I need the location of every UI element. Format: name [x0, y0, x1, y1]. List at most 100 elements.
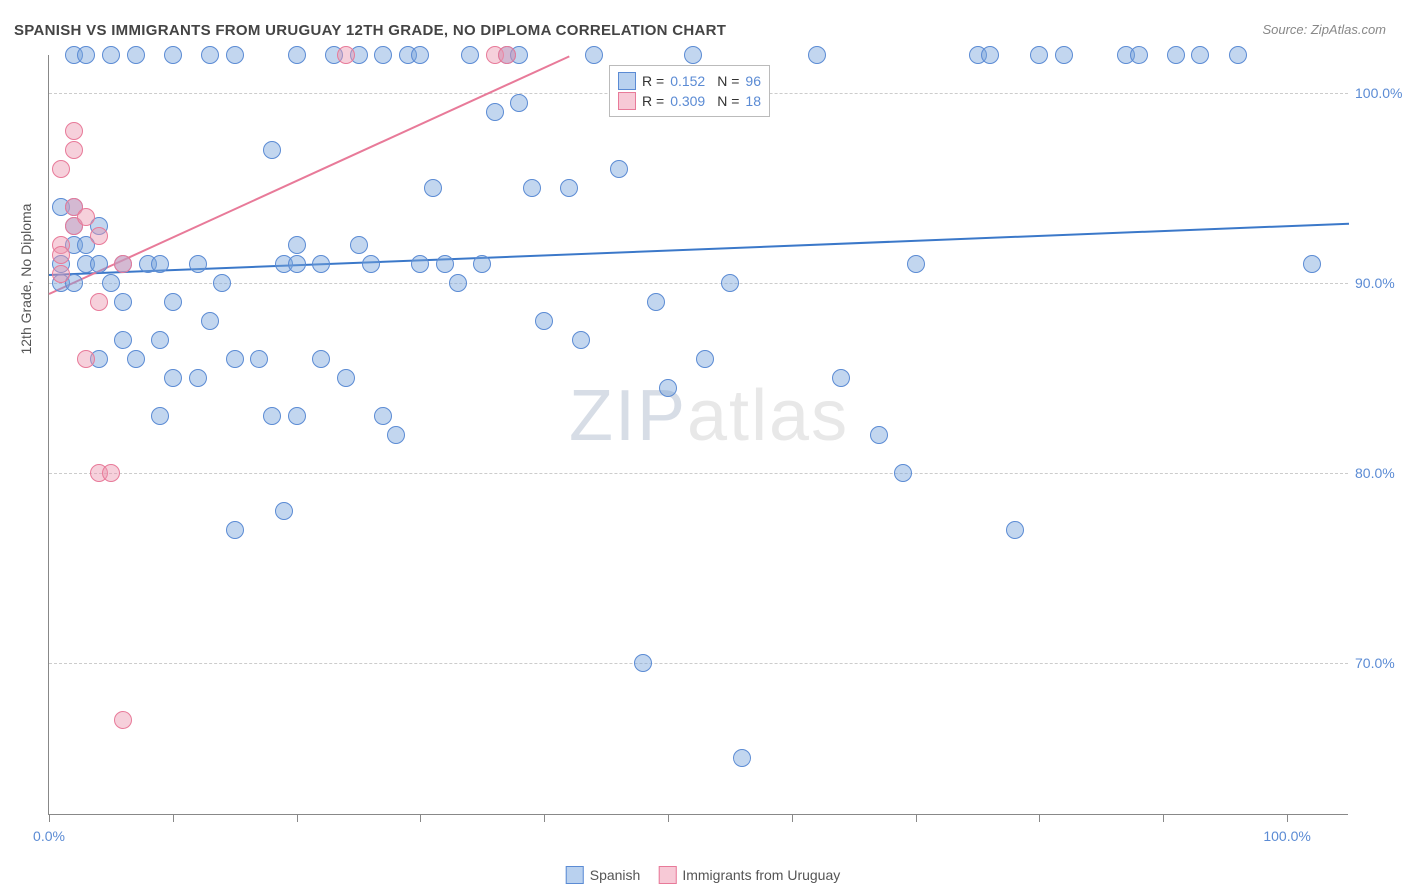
data-point — [473, 255, 491, 273]
y-tick-label: 70.0% — [1355, 655, 1406, 671]
data-point — [560, 179, 578, 197]
data-point — [1030, 46, 1048, 64]
data-point — [102, 46, 120, 64]
legend-swatch — [618, 92, 636, 110]
data-point — [808, 46, 826, 64]
data-point — [1191, 46, 1209, 64]
data-point — [436, 255, 454, 273]
data-point — [498, 46, 516, 64]
trend-line — [49, 222, 1349, 275]
data-point — [164, 46, 182, 64]
data-point — [189, 369, 207, 387]
data-point — [275, 502, 293, 520]
data-point — [201, 46, 219, 64]
data-point — [1055, 46, 1073, 64]
data-point — [127, 46, 145, 64]
watermark: ZIPatlas — [569, 375, 849, 457]
stat-n-label: N = — [717, 93, 739, 109]
chart-title: SPANISH VS IMMIGRANTS FROM URUGUAY 12TH … — [14, 22, 726, 39]
data-point — [894, 464, 912, 482]
data-point — [263, 141, 281, 159]
legend-swatch — [566, 866, 584, 884]
x-tick — [1163, 814, 1164, 822]
data-point — [65, 141, 83, 159]
stat-box: R =0.152N =96R =0.309N =18 — [609, 65, 770, 117]
data-point — [523, 179, 541, 197]
x-tick — [173, 814, 174, 822]
x-tick — [792, 814, 793, 822]
data-point — [585, 46, 603, 64]
data-point — [151, 331, 169, 349]
data-point — [77, 350, 95, 368]
data-point — [312, 255, 330, 273]
data-point — [90, 227, 108, 245]
legend-item: Immigrants from Uruguay — [658, 866, 840, 884]
data-point — [90, 293, 108, 311]
data-point — [337, 369, 355, 387]
data-point — [77, 46, 95, 64]
x-tick — [1039, 814, 1040, 822]
data-point — [90, 255, 108, 273]
data-point — [52, 246, 70, 264]
data-point — [151, 407, 169, 425]
legend-swatch — [618, 72, 636, 90]
data-point — [411, 46, 429, 64]
data-point — [696, 350, 714, 368]
data-point — [102, 464, 120, 482]
stat-r-value: 0.152 — [670, 73, 705, 89]
gridline — [49, 473, 1348, 474]
data-point — [189, 255, 207, 273]
source-label: Source: ZipAtlas.com — [1262, 22, 1386, 37]
legend-label: Immigrants from Uruguay — [682, 867, 840, 883]
data-point — [201, 312, 219, 330]
data-point — [1167, 46, 1185, 64]
gridline — [49, 283, 1348, 284]
data-point — [684, 46, 702, 64]
stat-r-value: 0.309 — [670, 93, 705, 109]
data-point — [213, 274, 231, 292]
data-point — [634, 654, 652, 672]
data-point — [1130, 46, 1148, 64]
stat-n-value: 18 — [745, 93, 761, 109]
y-tick-label: 90.0% — [1355, 275, 1406, 291]
y-tick-label: 100.0% — [1355, 85, 1406, 101]
data-point — [312, 350, 330, 368]
data-point — [721, 274, 739, 292]
data-point — [52, 160, 70, 178]
data-point — [870, 426, 888, 444]
data-point — [486, 103, 504, 121]
y-tick-label: 80.0% — [1355, 465, 1406, 481]
data-point — [102, 274, 120, 292]
data-point — [288, 255, 306, 273]
data-point — [337, 46, 355, 64]
y-axis-label: 12th Grade, No Diploma — [18, 204, 34, 355]
x-tick — [668, 814, 669, 822]
data-point — [907, 255, 925, 273]
data-point — [52, 265, 70, 283]
x-tick — [49, 814, 50, 822]
data-point — [733, 749, 751, 767]
data-point — [288, 46, 306, 64]
data-point — [350, 236, 368, 254]
data-point — [77, 208, 95, 226]
data-point — [981, 46, 999, 64]
plot-area: ZIPatlas 70.0%80.0%90.0%100.0%0.0%100.0%… — [48, 55, 1348, 815]
x-tick — [544, 814, 545, 822]
gridline — [49, 663, 1348, 664]
legend-label: Spanish — [590, 867, 641, 883]
data-point — [1303, 255, 1321, 273]
data-point — [226, 521, 244, 539]
data-point — [647, 293, 665, 311]
data-point — [411, 255, 429, 273]
x-tick — [916, 814, 917, 822]
legend-swatch — [658, 866, 676, 884]
data-point — [114, 255, 132, 273]
stat-n-value: 96 — [745, 73, 761, 89]
data-point — [226, 350, 244, 368]
data-point — [114, 711, 132, 729]
stat-r-label: R = — [642, 73, 664, 89]
data-point — [535, 312, 553, 330]
legend-bottom: Spanish Immigrants from Uruguay — [566, 866, 841, 884]
data-point — [424, 179, 442, 197]
stat-r-label: R = — [642, 93, 664, 109]
